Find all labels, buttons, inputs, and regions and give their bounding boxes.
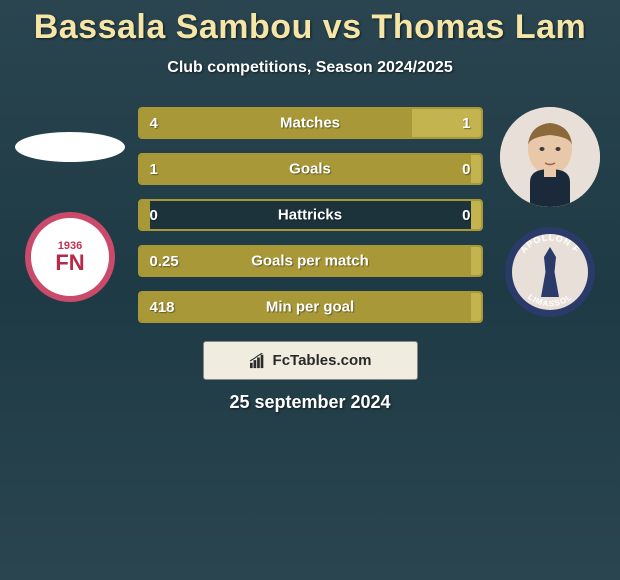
stat-right-value: 0 xyxy=(471,155,481,183)
club-right-badge: APOLLON F LIMASSOL xyxy=(505,227,595,317)
page-title: Bassala Sambou vs Thomas Lam xyxy=(0,8,620,47)
chart-icon xyxy=(249,353,267,369)
player-left-avatar xyxy=(15,132,125,162)
stat-left-value: 0.25 xyxy=(140,247,471,275)
player-right-avatar xyxy=(500,107,600,207)
watermark-text: FcTables.com xyxy=(273,352,372,369)
subtitle: Club competitions, Season 2024/2025 xyxy=(0,59,620,77)
stat-row: 10Goals xyxy=(138,153,483,185)
club-right-top-text: APOLLON F xyxy=(518,232,582,255)
stat-left-value: 4 xyxy=(140,109,413,137)
left-column: 1936 FN xyxy=(18,107,123,302)
stat-left-value: 1 xyxy=(140,155,471,183)
right-column: APOLLON F LIMASSOL xyxy=(498,107,603,317)
stats-column: 41Matches10Goals00Hattricks0.25Goals per… xyxy=(138,107,483,323)
club-right-text-ring: APOLLON F LIMASSOL xyxy=(505,227,595,317)
stat-right-value: 0 xyxy=(471,201,481,229)
club-right-bottom-text: LIMASSOL xyxy=(526,292,573,308)
stat-row: 0.25Goals per match xyxy=(138,245,483,277)
stat-left-value: 0 xyxy=(140,201,150,229)
club-left-abbr: FN xyxy=(55,252,84,274)
watermark: FcTables.com xyxy=(203,341,418,380)
stat-row: 418Min per goal xyxy=(138,291,483,323)
svg-text:LIMASSOL: LIMASSOL xyxy=(526,292,573,308)
face-icon xyxy=(500,107,600,207)
stat-row: 0 0 Hattricks xyxy=(138,199,483,231)
date-label: 25 september 2024 xyxy=(0,392,620,413)
main-row: 1936 FN 41Matches10Goals00Hattricks0.25G… xyxy=(0,107,620,323)
svg-text:APOLLON F: APOLLON F xyxy=(518,232,582,255)
club-left-label: 1936 FN xyxy=(55,240,84,274)
comparison-card: Bassala Sambou vs Thomas Lam Club compet… xyxy=(0,0,620,413)
stat-right-value xyxy=(471,293,481,321)
club-left-badge: 1936 FN xyxy=(25,212,115,302)
stat-right-value xyxy=(471,247,481,275)
stat-row: 41Matches xyxy=(138,107,483,139)
stat-right-value: 1 xyxy=(412,109,480,137)
stat-left-value: 418 xyxy=(140,293,471,321)
stat-label: Hattricks xyxy=(278,207,342,224)
